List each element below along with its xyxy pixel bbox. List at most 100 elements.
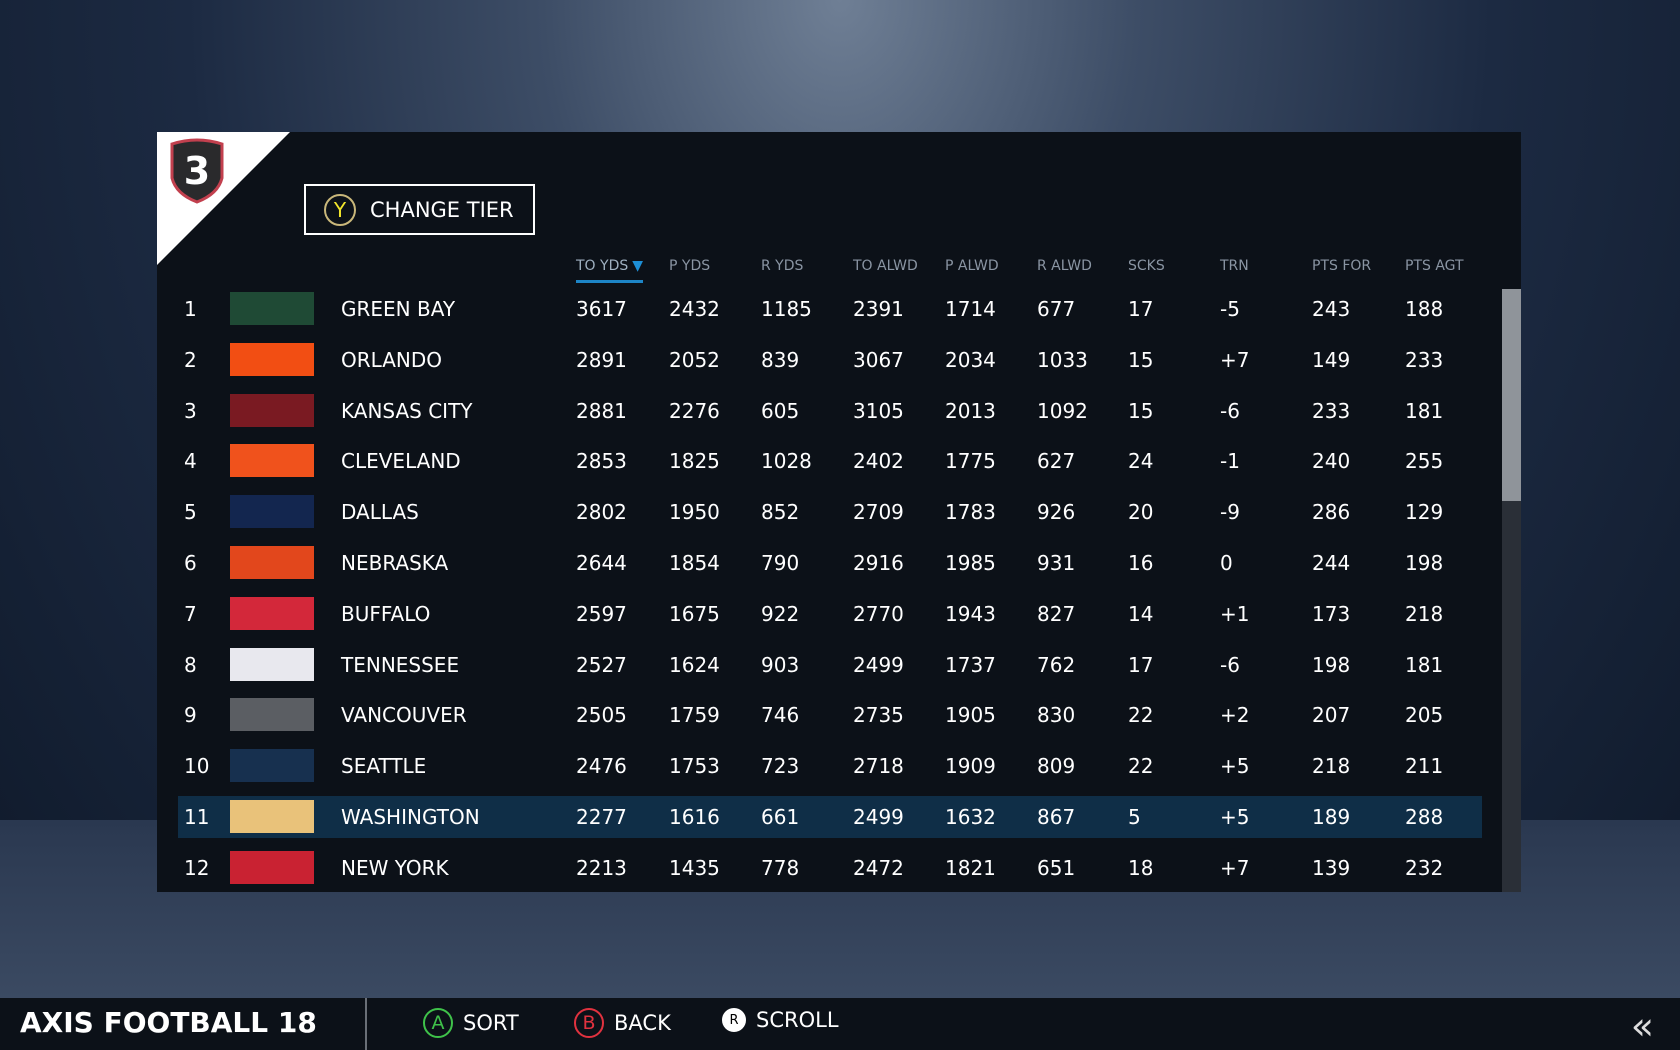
table-row[interactable]: 3 KANSAS CITY 2881 2276 605 3105 2013 1092 15 -6 2…	[178, 390, 1482, 432]
column-header[interactable]: TRN	[1220, 258, 1249, 274]
column-header[interactable]: TO YDS ▼	[576, 258, 644, 283]
rank: 10	[184, 754, 210, 779]
stat-cell: 2034	[945, 347, 996, 372]
stat-cell: 778	[761, 855, 800, 880]
stat-cell: 2402	[853, 449, 904, 474]
table-row[interactable]: 11 WASHINGTON 2277 1616 661 2499 1632 867 5 +5 189…	[178, 796, 1482, 838]
rank: 9	[184, 703, 197, 728]
team-name: WASHINGTON	[341, 805, 480, 829]
stat-cell: 20	[1128, 500, 1154, 525]
stat-cell: 5	[1128, 805, 1141, 829]
stat-cell: 1616	[669, 805, 720, 829]
back-hint[interactable]: B BACK	[574, 1008, 671, 1038]
y-button-icon: Y	[324, 193, 356, 226]
stat-cell: +2	[1220, 703, 1250, 728]
right-stick-icon: R	[722, 1008, 746, 1032]
column-header-label: PTS AGT	[1405, 258, 1464, 274]
stat-cell: 244	[1312, 551, 1351, 575]
scroll-hint[interactable]: R SCROLL	[722, 1008, 839, 1032]
table-row[interactable]: 4 CLEVELAND 2853 1825 1028 2402 1775 627 24 -1 240…	[178, 440, 1482, 482]
table-row[interactable]: 5 DALLAS 2802 1950 852 2709 1783 926 20 -9 286 129	[178, 491, 1482, 533]
stat-cell: 173	[1312, 601, 1351, 626]
stat-cell: 15	[1128, 347, 1154, 372]
rank: 8	[184, 652, 197, 677]
stat-cell: 1783	[945, 500, 996, 525]
scrollbar[interactable]	[1502, 289, 1521, 892]
team-logo	[230, 749, 314, 783]
stat-cell: 1737	[945, 652, 996, 677]
sort-label: SORT	[463, 1011, 519, 1035]
stat-cell: 2802	[576, 500, 627, 525]
stat-cell: 1033	[1037, 347, 1088, 372]
team-logo	[230, 342, 314, 376]
stat-cell: +5	[1220, 805, 1250, 829]
stat-cell: 2505	[576, 703, 627, 728]
back-label: BACK	[614, 1011, 671, 1035]
column-header-label: TRN	[1220, 258, 1249, 274]
stat-cell: 2597	[576, 601, 627, 626]
collapse-chevron-icon[interactable]: «	[1630, 1004, 1654, 1048]
change-tier-button[interactable]: Y CHANGE TIER	[304, 184, 535, 235]
stat-cell: +7	[1220, 855, 1250, 880]
stat-cell: 16	[1128, 551, 1154, 575]
tier-number: 3	[184, 149, 210, 193]
team-name: TENNESSEE	[341, 652, 460, 677]
column-header-label: SCKS	[1128, 258, 1165, 274]
team-name: VANCOUVER	[341, 703, 467, 728]
column-header[interactable]: R ALWD	[1037, 258, 1092, 274]
scrollbar-thumb[interactable]	[1502, 289, 1521, 501]
stat-cell: 188	[1405, 297, 1444, 321]
stat-cell: -5	[1220, 297, 1240, 321]
stat-cell: +5	[1220, 754, 1250, 779]
column-header[interactable]: PTS FOR	[1312, 258, 1371, 274]
stat-cell: 1028	[761, 449, 812, 474]
column-header[interactable]: P ALWD	[945, 258, 999, 274]
column-header[interactable]: SCKS	[1128, 258, 1165, 274]
table-row[interactable]: 12 NEW YORK 2213 1435 778 2472 1821 651 18 +7 139 2…	[178, 847, 1482, 889]
stat-cell: 181	[1405, 652, 1444, 677]
stat-cell: 0	[1220, 551, 1233, 575]
stat-cell: 830	[1037, 703, 1076, 728]
stat-cell: 2432	[669, 297, 720, 321]
table-row[interactable]: 9 VANCOUVER 2505 1759 746 2735 1905 830 22 +2 207 2…	[178, 694, 1482, 736]
stat-cell: 2476	[576, 754, 627, 779]
stat-cell: 1854	[669, 551, 720, 575]
rank: 1	[184, 297, 197, 321]
rank: 6	[184, 551, 197, 575]
stat-cell: 2499	[853, 652, 904, 677]
column-header[interactable]: P YDS	[669, 258, 710, 274]
stat-cell: 14	[1128, 601, 1154, 626]
table-row[interactable]: 7 BUFFALO 2597 1675 922 2770 1943 827 14 +1 173 218	[178, 593, 1482, 635]
column-header[interactable]: TO ALWD	[853, 258, 918, 274]
stat-cell: 852	[761, 500, 800, 525]
stat-cell: 926	[1037, 500, 1076, 525]
sort-hint[interactable]: A SORT	[423, 1008, 519, 1038]
table-row[interactable]: 6 NEBRASKA 2644 1854 790 2916 1985 931 16 0 244 198	[178, 542, 1482, 584]
stat-cell: 22	[1128, 703, 1154, 728]
stat-cell: 1092	[1037, 398, 1088, 423]
stat-cell: 17	[1128, 652, 1154, 677]
column-header-label: R ALWD	[1037, 258, 1092, 274]
stat-cell: -6	[1220, 652, 1240, 677]
table-row[interactable]: 1 GREEN BAY 3617 2432 1185 2391 1714 677 17 -5 243…	[178, 288, 1482, 330]
stat-cell: 867	[1037, 805, 1076, 829]
stats-panel	[157, 132, 1521, 892]
stat-cell: 1825	[669, 449, 720, 474]
team-logo	[230, 698, 314, 732]
stat-cell: 129	[1405, 500, 1444, 525]
column-header[interactable]: R YDS	[761, 258, 803, 274]
stat-cell: 651	[1037, 855, 1076, 880]
stat-cell: 1909	[945, 754, 996, 779]
team-name: KANSAS CITY	[341, 398, 473, 423]
stat-cell: 1753	[669, 754, 720, 779]
stat-cell: 24	[1128, 449, 1154, 474]
table-row[interactable]: 8 TENNESSEE 2527 1624 903 2499 1737 762 17 -6 198 1…	[178, 644, 1482, 686]
stat-cell: 1950	[669, 500, 720, 525]
team-logo	[230, 800, 314, 833]
stat-cell: 3617	[576, 297, 627, 321]
table-row[interactable]: 10 SEATTLE 2476 1753 723 2718 1909 809 22 +5 218 21…	[178, 745, 1482, 787]
column-header[interactable]: PTS AGT	[1405, 258, 1464, 274]
stat-cell: 809	[1037, 754, 1076, 779]
table-row[interactable]: 2 ORLANDO 2891 2052 839 3067 2034 1033 15 +7 149 23…	[178, 339, 1482, 381]
stat-cell: 790	[761, 551, 800, 575]
